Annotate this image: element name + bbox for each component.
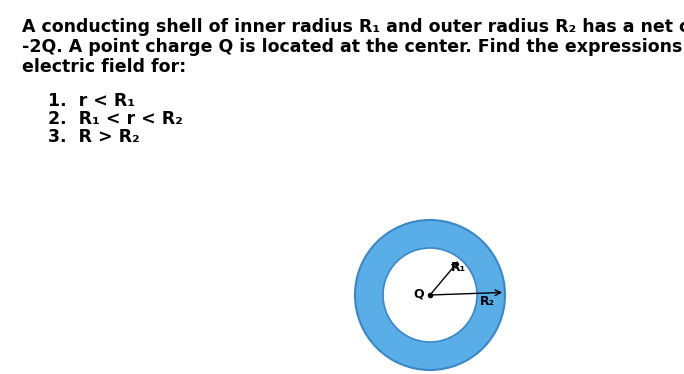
Text: 2.  R₁ < r < R₂: 2. R₁ < r < R₂ [48,110,183,128]
Text: -2Q. A point charge Q is located at the center. Find the expressions for the: -2Q. A point charge Q is located at the … [22,38,684,56]
Text: Q: Q [413,288,424,300]
Text: R₂: R₂ [479,295,495,308]
Text: R₁: R₁ [451,261,466,274]
Circle shape [355,220,505,370]
Text: 1.  r < R₁: 1. r < R₁ [48,92,135,110]
Text: 3.  R > R₂: 3. R > R₂ [48,128,140,146]
Text: electric field for:: electric field for: [22,58,186,76]
Circle shape [383,248,477,342]
Text: A conducting shell of inner radius R₁ and outer radius R₂ has a net charge of: A conducting shell of inner radius R₁ an… [22,18,684,36]
